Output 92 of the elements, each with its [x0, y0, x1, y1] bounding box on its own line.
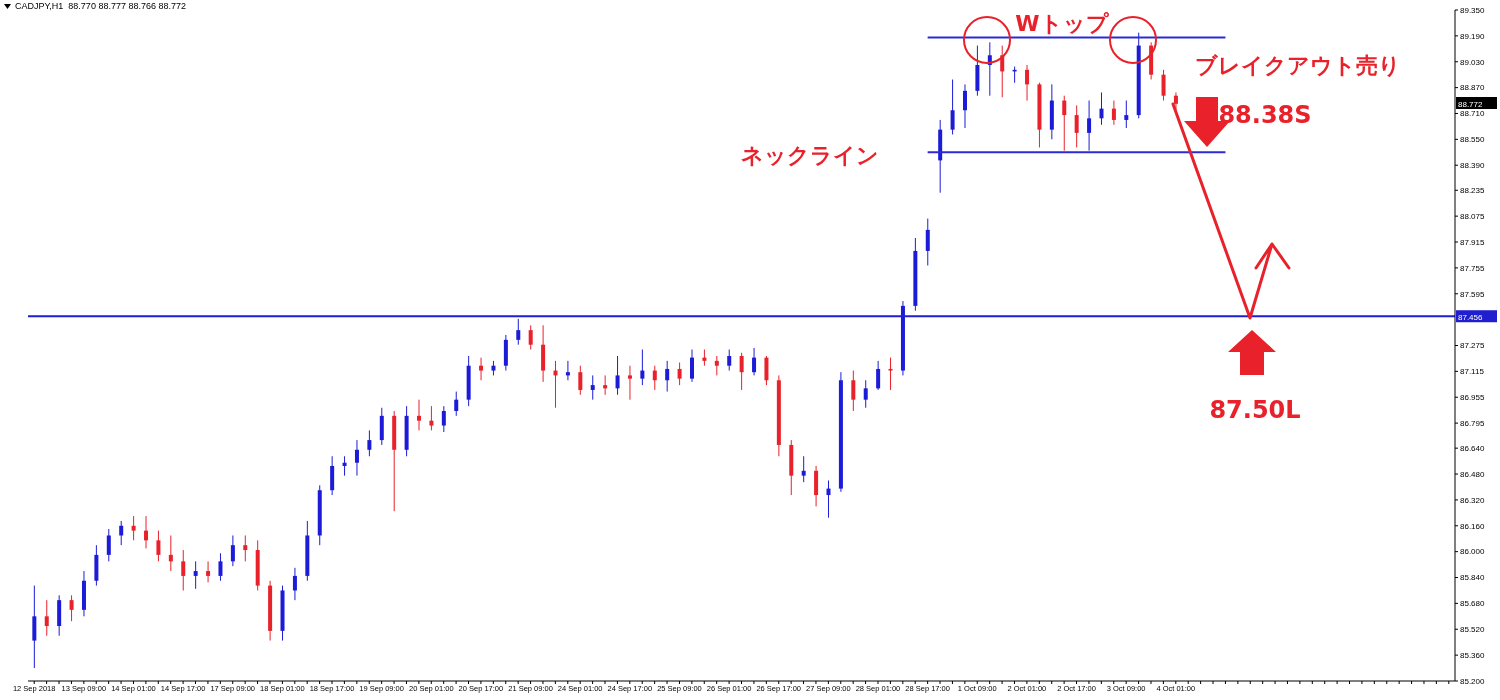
candlestick [479, 357, 484, 381]
candlestick [752, 347, 757, 376]
y-tick-label: 89.350 [1460, 5, 1486, 15]
y-tick-label: 88.710 [1460, 109, 1486, 119]
y-tick-label: 88.550 [1460, 135, 1486, 145]
y-tick-label: 88.075 [1460, 211, 1486, 221]
y-tick-label: 85.200 [1460, 676, 1486, 686]
y-tick-label: 85.360 [1460, 650, 1486, 660]
candlestick [454, 391, 459, 417]
y-tick-label: 87.915 [1460, 237, 1486, 247]
candlestick [230, 534, 235, 567]
candlestick [1087, 100, 1092, 152]
y-tick-label: 85.840 [1460, 573, 1486, 583]
candlestick [863, 379, 868, 409]
candlestick [292, 567, 297, 601]
candlestick [876, 360, 881, 391]
candlestick [652, 365, 657, 391]
y-tick-label: 88.390 [1460, 161, 1486, 171]
candlestick [1161, 69, 1166, 102]
candlestick [106, 528, 111, 562]
candlestick [615, 355, 620, 396]
candlestick [764, 355, 769, 386]
y-tick-label: 86.640 [1460, 444, 1486, 454]
candlestick [354, 439, 359, 477]
candlestick [739, 352, 744, 391]
y-tick-label: 86.000 [1460, 547, 1486, 557]
candlestick [851, 370, 856, 412]
y-tick-label: 89.030 [1460, 57, 1486, 67]
candlestick [826, 480, 831, 519]
annotation: 88.38S [1218, 101, 1312, 129]
candlestick [665, 360, 670, 393]
candlestick [963, 83, 967, 129]
candlestick [714, 355, 719, 376]
candlestick [727, 349, 732, 372]
candlestick [801, 455, 806, 483]
candlestick [417, 399, 422, 431]
y-tick-label: 86.160 [1460, 521, 1486, 531]
candlestick [690, 349, 694, 383]
annotation: ブレイクアウト売り [1195, 53, 1401, 78]
y-tick-label: 85.680 [1460, 599, 1486, 609]
candlestick [1111, 100, 1116, 126]
annotation: Wトップ [1015, 11, 1109, 36]
candlestick [578, 365, 583, 396]
candlestick [206, 560, 211, 583]
candlestick [950, 79, 955, 135]
candlestick [677, 361, 682, 386]
candlestick [168, 534, 173, 572]
candlestick [925, 218, 930, 266]
candlestick [441, 405, 446, 433]
candlestick [590, 374, 595, 401]
candlestick [181, 549, 186, 591]
y-tick-label: 88.870 [1460, 83, 1486, 93]
ref-line-label: 87.456 [1458, 312, 1484, 322]
candlestick [218, 552, 223, 582]
candlestick [640, 349, 645, 386]
y-tick-label: 86.480 [1460, 469, 1486, 479]
y-tick-label: 87.275 [1460, 341, 1486, 351]
candlestick [516, 318, 521, 346]
candlestick [888, 357, 893, 391]
candlestick [193, 560, 198, 590]
candlestick [131, 515, 136, 541]
candlestick [429, 405, 434, 431]
y-tick-label: 89.190 [1460, 31, 1486, 41]
candlestick [627, 365, 632, 401]
candlestick [144, 515, 149, 549]
annotation: ネックライン [741, 143, 879, 168]
candlestick [528, 324, 533, 351]
candlestick [342, 455, 347, 477]
y-tick-label: 87.595 [1460, 289, 1486, 299]
y-tick-label: 87.115 [1460, 367, 1485, 377]
y-tick-label: 88.235 [1460, 186, 1486, 196]
candlestick [603, 374, 608, 396]
candlestick [1062, 95, 1067, 152]
text: 88.772 [1458, 99, 1484, 109]
candlestick [1099, 91, 1104, 126]
y-tick-label: 86.795 [1460, 418, 1486, 428]
candlestick [1124, 100, 1129, 129]
candlestick [1074, 104, 1079, 148]
candlestick [119, 520, 124, 546]
y-tick-label: 86.320 [1460, 495, 1486, 505]
candlestick [69, 594, 74, 622]
y-tick-label: 87.755 [1460, 263, 1486, 273]
candlestick [367, 429, 372, 457]
candlestick [1025, 64, 1030, 102]
candlestick [565, 360, 570, 381]
y-tick-label: 86.955 [1460, 393, 1486, 403]
annotation: 87.50L [1209, 396, 1301, 424]
candlestick [156, 530, 161, 562]
candlestick [44, 599, 49, 637]
chart-title: CADJPY,H1 88.770 88.777 88.766 88.772 [15, 1, 186, 11]
candlestick [243, 534, 248, 562]
y-tick-label: 85.520 [1460, 625, 1486, 635]
